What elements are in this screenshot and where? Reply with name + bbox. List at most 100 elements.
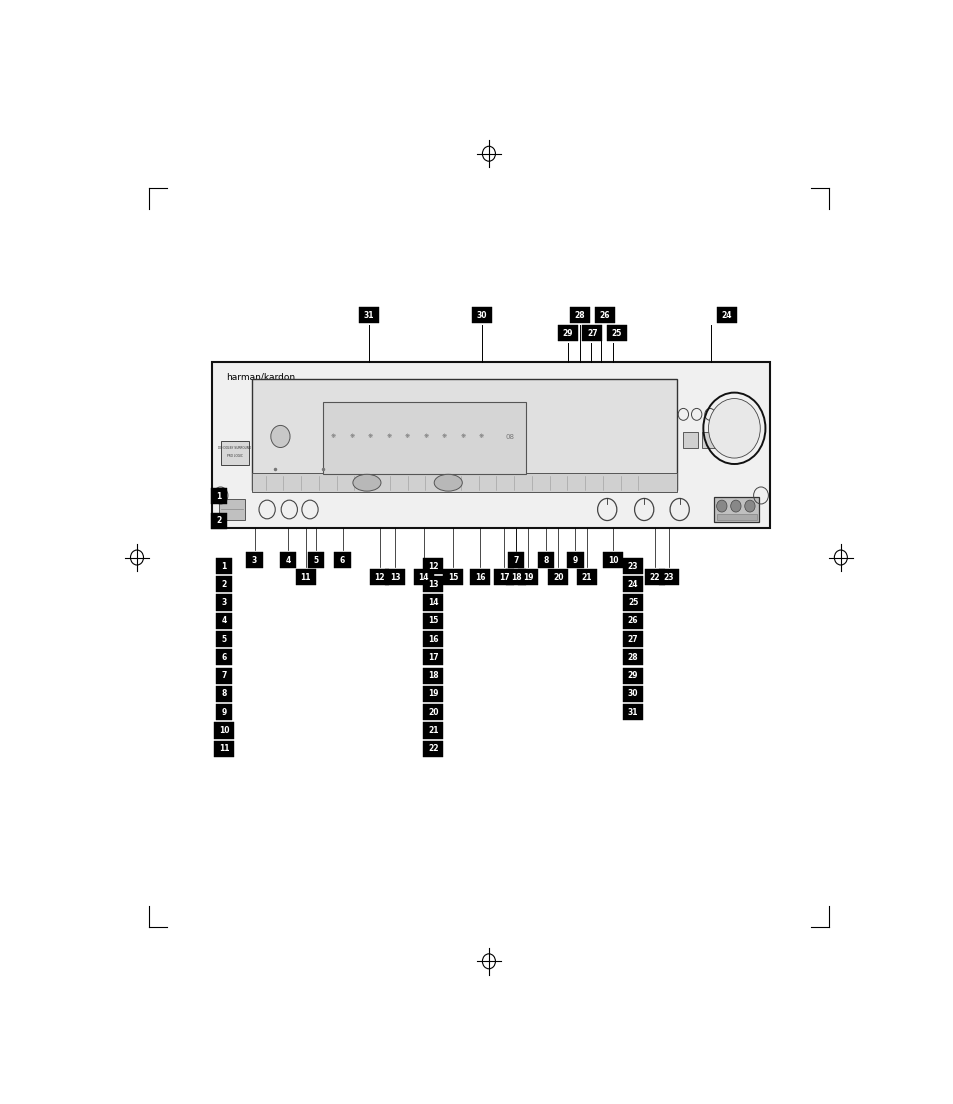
Text: 10: 10 (219, 726, 230, 735)
Text: 29: 29 (627, 671, 638, 680)
FancyBboxPatch shape (622, 594, 642, 611)
FancyBboxPatch shape (216, 704, 233, 720)
Text: 28: 28 (574, 310, 584, 320)
FancyBboxPatch shape (216, 686, 233, 702)
FancyBboxPatch shape (216, 613, 233, 629)
FancyBboxPatch shape (443, 569, 463, 585)
FancyBboxPatch shape (295, 569, 315, 585)
Text: 28: 28 (627, 652, 638, 662)
Text: 14: 14 (428, 598, 438, 607)
Text: 22: 22 (649, 573, 659, 582)
FancyBboxPatch shape (308, 552, 324, 569)
Text: ❋: ❋ (478, 434, 484, 439)
FancyBboxPatch shape (211, 488, 227, 505)
FancyBboxPatch shape (622, 704, 642, 720)
Text: 17: 17 (428, 652, 438, 662)
Text: 30: 30 (627, 690, 638, 699)
Text: 1: 1 (221, 562, 227, 571)
FancyBboxPatch shape (216, 558, 233, 574)
Text: 31: 31 (627, 708, 638, 716)
Text: 6: 6 (221, 652, 227, 662)
FancyBboxPatch shape (385, 569, 405, 585)
Text: 4: 4 (285, 555, 290, 564)
Text: 18: 18 (511, 573, 521, 582)
Text: 30: 30 (476, 310, 486, 320)
Circle shape (716, 500, 726, 512)
Text: 15: 15 (428, 616, 438, 625)
FancyBboxPatch shape (717, 307, 737, 323)
Bar (714, 497, 758, 522)
Text: 5: 5 (221, 635, 227, 644)
Text: 12: 12 (428, 562, 438, 571)
Text: 7: 7 (513, 555, 518, 564)
Text: DD DOLBY SURROUND: DD DOLBY SURROUND (217, 446, 251, 449)
FancyBboxPatch shape (508, 552, 524, 569)
Circle shape (744, 500, 755, 512)
Ellipse shape (353, 475, 380, 491)
Text: 21: 21 (580, 573, 591, 582)
Text: 19: 19 (522, 573, 533, 582)
FancyBboxPatch shape (548, 569, 568, 585)
Text: 26: 26 (627, 616, 638, 625)
Text: 10: 10 (607, 555, 618, 564)
Text: 08: 08 (504, 434, 514, 439)
FancyBboxPatch shape (622, 613, 642, 629)
FancyBboxPatch shape (423, 594, 443, 611)
FancyBboxPatch shape (335, 552, 351, 569)
FancyBboxPatch shape (214, 722, 234, 739)
FancyBboxPatch shape (606, 325, 626, 341)
FancyBboxPatch shape (423, 704, 443, 720)
FancyBboxPatch shape (423, 576, 443, 593)
Bar (220, 440, 249, 465)
Text: 16: 16 (475, 573, 485, 582)
FancyBboxPatch shape (423, 686, 443, 702)
Text: ❋: ❋ (349, 434, 355, 439)
Text: 17: 17 (498, 573, 509, 582)
FancyBboxPatch shape (558, 325, 578, 341)
Text: 23: 23 (627, 562, 638, 571)
Text: 31: 31 (363, 310, 374, 320)
FancyBboxPatch shape (423, 741, 443, 757)
Text: 16: 16 (428, 635, 438, 644)
FancyBboxPatch shape (216, 649, 233, 666)
Ellipse shape (434, 475, 462, 491)
Circle shape (271, 425, 290, 447)
Text: 20: 20 (428, 708, 438, 716)
FancyBboxPatch shape (471, 307, 491, 323)
FancyBboxPatch shape (414, 569, 434, 585)
FancyBboxPatch shape (602, 552, 622, 569)
Text: 2: 2 (221, 580, 227, 588)
Text: ❋: ❋ (404, 434, 410, 439)
Bar (716, 514, 756, 520)
Text: 19: 19 (428, 690, 438, 699)
Text: 1: 1 (216, 491, 221, 501)
FancyBboxPatch shape (622, 631, 642, 647)
FancyBboxPatch shape (423, 722, 443, 739)
Text: 2: 2 (216, 517, 221, 526)
FancyBboxPatch shape (582, 325, 601, 341)
Text: 6: 6 (339, 555, 345, 564)
FancyBboxPatch shape (494, 569, 514, 585)
Text: 29: 29 (562, 329, 573, 338)
FancyBboxPatch shape (216, 631, 233, 647)
FancyBboxPatch shape (211, 513, 227, 529)
Text: 25: 25 (627, 598, 638, 607)
FancyBboxPatch shape (216, 576, 233, 593)
FancyBboxPatch shape (279, 552, 295, 569)
FancyBboxPatch shape (423, 649, 443, 666)
FancyBboxPatch shape (423, 613, 443, 629)
Bar (701, 433, 716, 447)
Text: ❋: ❋ (441, 434, 447, 439)
FancyBboxPatch shape (470, 569, 490, 585)
Text: 11: 11 (219, 744, 230, 753)
Text: 5: 5 (313, 555, 318, 564)
Text: 15: 15 (448, 573, 458, 582)
FancyBboxPatch shape (569, 307, 589, 323)
Bar (682, 433, 698, 447)
Bar (252, 474, 677, 492)
Bar (219, 499, 245, 520)
FancyBboxPatch shape (576, 569, 596, 585)
Text: 24: 24 (627, 580, 638, 588)
FancyBboxPatch shape (622, 686, 642, 702)
Text: 23: 23 (662, 573, 673, 582)
